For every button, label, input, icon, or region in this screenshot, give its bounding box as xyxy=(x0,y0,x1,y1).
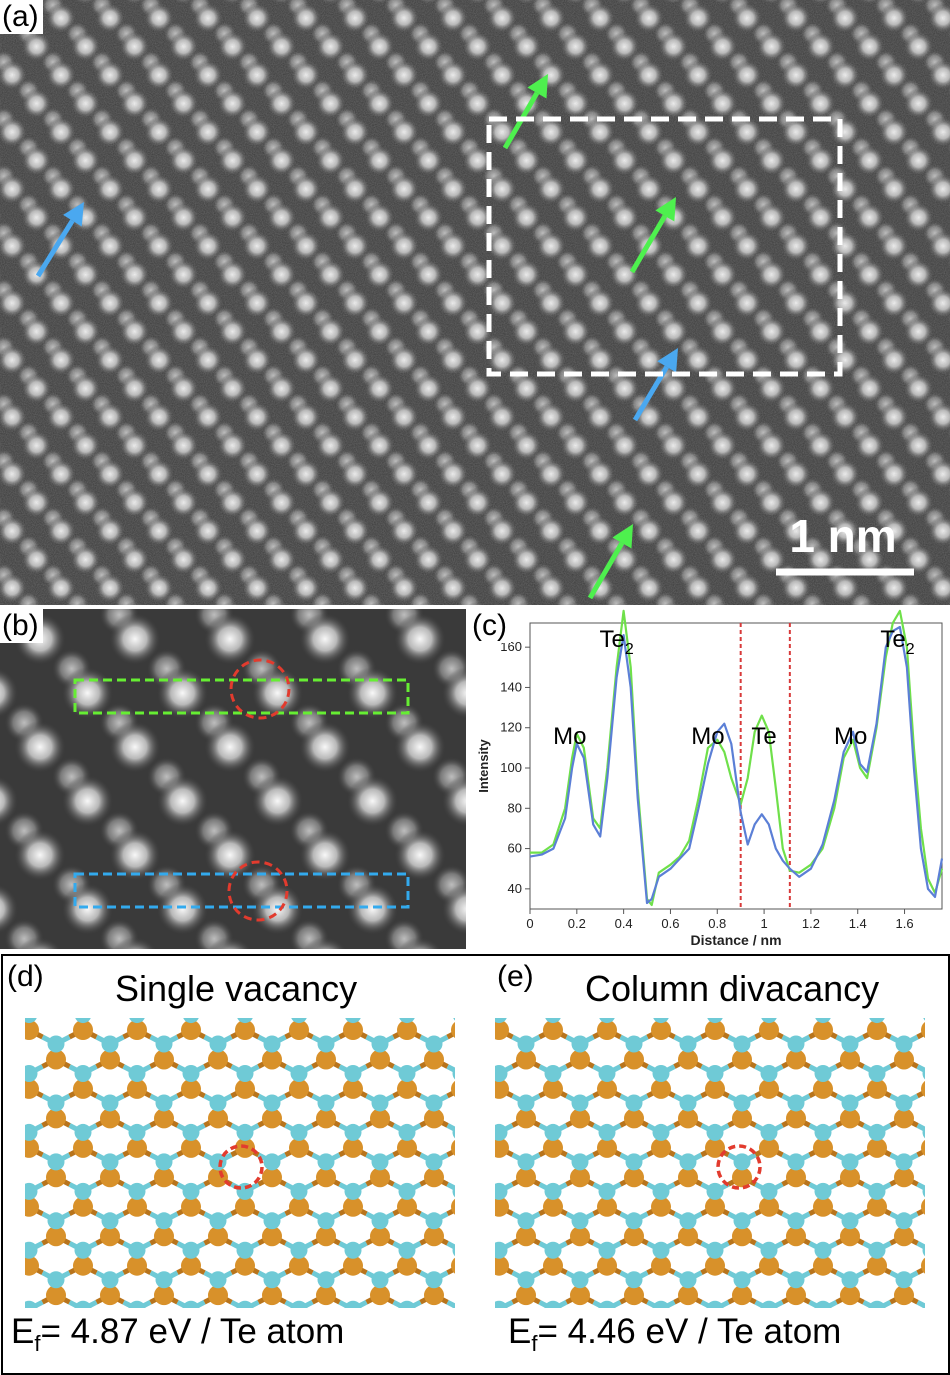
peak-label: Te2 xyxy=(880,626,914,658)
x-tick-label: 1 xyxy=(760,916,767,931)
ef-symbol-e: E xyxy=(508,1312,532,1351)
ef-symbol-d: E xyxy=(11,1312,35,1351)
defect-circle xyxy=(227,860,289,922)
y-axis-label: Intensity xyxy=(476,739,491,793)
atoms xyxy=(495,1018,925,1308)
x-tick-label: 0 xyxy=(526,916,533,931)
stem-zoom-panel-b: (b) xyxy=(0,609,466,949)
ef-value-d: = 4.87 eV / Te atom xyxy=(40,1312,345,1351)
atoms xyxy=(25,1018,455,1308)
ef-value-e: = 4.46 eV / Te atom xyxy=(537,1312,842,1351)
bonds xyxy=(495,1018,925,1308)
intensity-profile-panel-c: 0 0.2 0.4 0.6 0.8 1 1.2 1.4 1.6 40 60 80 100 120 140 16… xyxy=(466,609,950,949)
x-tick-label: 1.2 xyxy=(802,916,820,931)
stem-image-panel-a: 1 nm (a) xyxy=(0,0,950,605)
model-panel-e: (e) Column divacancy Ef= 4.46 eV / Te at… xyxy=(473,956,944,1369)
zoom-atom-columns xyxy=(0,609,466,949)
model-title-d: Single vacancy xyxy=(115,968,358,1009)
y-tick-label: 60 xyxy=(508,841,522,856)
panel-label-c: (c) xyxy=(470,609,511,643)
lattice-group xyxy=(25,1018,455,1308)
plot-frame xyxy=(529,622,943,910)
scale-bar-label: 1 nm xyxy=(789,510,896,562)
panel-label-d: (d) xyxy=(5,960,48,994)
profile-line-green xyxy=(530,609,944,907)
peak-label: Mo xyxy=(553,723,586,750)
peak-label: Mo xyxy=(691,723,724,750)
y-tick-label: 40 xyxy=(508,881,522,896)
stem-image: 1 nm xyxy=(0,0,950,605)
model-title-e: Column divacancy xyxy=(585,968,880,1009)
peak-label: Mo xyxy=(834,723,867,750)
green-arrow xyxy=(629,197,676,274)
x-tick-label: 1.4 xyxy=(849,916,867,931)
stem-noise xyxy=(0,0,950,605)
model-panel-d: (d) Single vacancy Ef= 4.87 eV / Te atom xyxy=(3,956,473,1369)
intensity-chart: 0 0.2 0.4 0.6 0.8 1 1.2 1.4 1.640608010012014016… xyxy=(476,609,944,948)
vacancy-marker xyxy=(218,1144,264,1190)
blue-arrow xyxy=(35,202,84,278)
panel-label-a: (a) xyxy=(0,0,43,34)
single-vacancy-lattice xyxy=(25,1018,455,1308)
stem-zoom-image xyxy=(0,609,466,949)
x-tick-label: 0.6 xyxy=(661,916,679,931)
highlight-box xyxy=(486,116,843,377)
formation-energy-e: Ef= 4.46 eV / Te atom xyxy=(508,1312,841,1357)
y-tick-label: 140 xyxy=(500,679,522,694)
y-tick-label: 80 xyxy=(508,800,522,815)
panel-label-b: (b) xyxy=(0,609,43,643)
peak-label: Te xyxy=(751,723,776,750)
x-axis-label: Distance / nm xyxy=(690,932,781,948)
green-arrow xyxy=(587,524,633,600)
x-tick-label: 0.4 xyxy=(615,916,633,931)
line-profile-box-blue xyxy=(73,872,410,909)
y-tick-label: 120 xyxy=(500,720,522,735)
x-tick-label: 1.6 xyxy=(896,916,914,931)
column-divacancy-lattice xyxy=(495,1018,925,1308)
defect-circle xyxy=(229,658,291,720)
chart-axes: 0 0.2 0.4 0.6 0.8 1 1.2 1.4 1.640608010012014016… xyxy=(500,622,943,931)
formation-energy-d: Ef= 4.87 eV / Te atom xyxy=(11,1312,344,1357)
line-profile-box-green xyxy=(73,678,410,715)
x-tick-label: 0.8 xyxy=(708,916,726,931)
x-tick-label: 0.2 xyxy=(568,916,586,931)
ef-sub-e: f xyxy=(531,1331,538,1356)
profile-line-blue xyxy=(529,625,944,905)
bonds xyxy=(25,1018,455,1308)
panel-label-e: (e) xyxy=(495,960,538,994)
y-tick-label: 100 xyxy=(500,760,522,775)
lattice-group xyxy=(495,1018,925,1308)
ef-sub-d: f xyxy=(34,1331,41,1356)
vacancy-marker xyxy=(716,1144,762,1190)
peak-label: Te2 xyxy=(599,626,633,658)
